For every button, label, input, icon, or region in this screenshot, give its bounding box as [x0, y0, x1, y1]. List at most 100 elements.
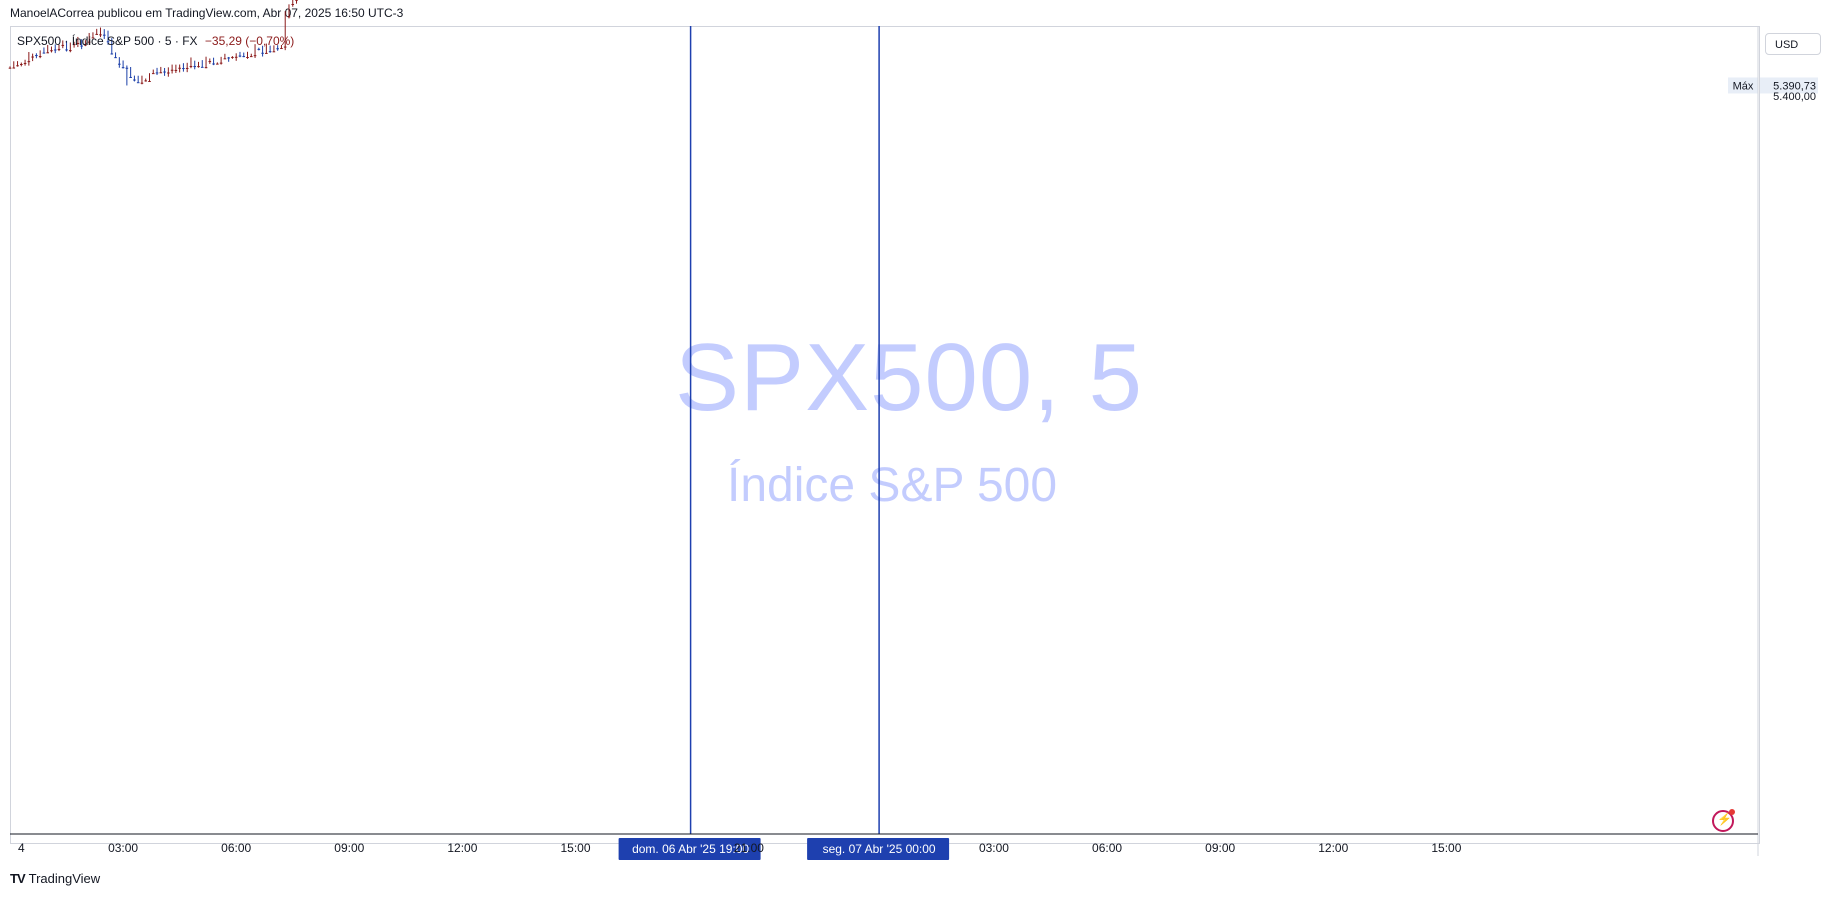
candle-body [8, 67, 12, 69]
candle-body [42, 52, 46, 54]
time-tick-label: 15:00 [560, 841, 590, 855]
candle-body [283, 46, 287, 48]
candle-body [178, 67, 181, 69]
candle-body [27, 61, 31, 63]
candle [16, 61, 19, 67]
candle [174, 64, 178, 73]
candle-body [265, 52, 268, 54]
candle-body [197, 66, 200, 68]
time-tick-label: 12:00 [447, 841, 477, 855]
candle-body [61, 44, 65, 46]
symbol-legend[interactable]: SPX500 · Índice S&P 500 · 5 · FX −35,29 … [17, 34, 294, 48]
candle-body [174, 69, 178, 71]
candle [129, 66, 132, 78]
candle [212, 57, 215, 66]
time-tick-label: 03:00 [108, 841, 138, 855]
symbol-legend-text: SPX500 · Índice S&P 500 · 5 · FX [17, 34, 198, 48]
candle-body [53, 49, 57, 51]
candle [223, 53, 227, 60]
candle [106, 30, 110, 45]
candle [151, 69, 155, 75]
candle [163, 67, 166, 76]
candle-body [182, 68, 185, 70]
candle-body [72, 44, 76, 46]
candle [102, 29, 106, 39]
candle-body [155, 72, 159, 74]
candle-body [16, 65, 19, 67]
candle [170, 64, 174, 74]
candle [53, 44, 57, 54]
candle-body [223, 58, 227, 60]
candle-body [249, 56, 253, 58]
candle [69, 42, 72, 53]
tradingview-branding[interactable]: TV TradingView [10, 871, 100, 886]
candle-body [99, 34, 102, 36]
tradingview-logo-icon: TV [10, 871, 26, 886]
time-tick-label: 09:00 [334, 841, 364, 855]
candle-body [231, 56, 234, 58]
session-marker-label-bg [807, 838, 950, 860]
candle [227, 56, 230, 62]
candle-body [200, 66, 204, 68]
candle-body [280, 48, 283, 50]
candle [110, 38, 114, 55]
candle-body [268, 51, 272, 53]
candle [50, 46, 53, 53]
candle-body [69, 50, 72, 52]
candle-body [106, 41, 110, 43]
candle-body [212, 63, 215, 65]
candle [42, 47, 46, 54]
candle-body [253, 55, 257, 57]
session-marker-label-bg [618, 838, 761, 860]
candle-body [189, 65, 193, 67]
time-tick-label: 21:00 [734, 841, 764, 855]
time-tick-label: 06:00 [221, 841, 251, 855]
candle [57, 44, 61, 52]
candle-body [20, 63, 23, 65]
max-price-label: 5.390,73 [1773, 80, 1816, 92]
candle-body [65, 49, 68, 51]
time-tick-label: 09:00 [1205, 841, 1235, 855]
notification-dot-icon [1729, 809, 1735, 815]
candle-body [23, 62, 27, 64]
chart-frame[interactable] [10, 26, 1760, 844]
currency-button[interactable]: USD [1765, 33, 1821, 55]
candle [231, 56, 234, 59]
candle [95, 28, 99, 35]
alert-bolt-icon[interactable] [1712, 809, 1735, 832]
candle-body [118, 63, 121, 65]
candle-body [144, 80, 148, 82]
candle [167, 67, 170, 77]
time-tick-label: 15:00 [1431, 841, 1461, 855]
candle [23, 59, 27, 66]
candle-body [140, 82, 144, 84]
candle [280, 45, 283, 50]
candle [295, 0, 298, 4]
candle-body [35, 55, 38, 57]
candle [216, 62, 219, 65]
max-price-badge [1760, 77, 1818, 94]
candle-layer [8, 0, 298, 86]
candle [144, 78, 148, 82]
candle [272, 45, 276, 53]
candle [189, 57, 193, 69]
overlay-layer: dom. 06 Abr '25 19:00 seg. 07 Abr '25 00:… [618, 26, 1818, 860]
candle [200, 60, 204, 68]
session-marker-label: seg. 07 Abr '25 00:00 [823, 842, 936, 856]
candle [249, 53, 253, 58]
candle [257, 47, 261, 51]
candle [140, 75, 144, 85]
candle [219, 56, 223, 65]
candle-body [204, 67, 208, 69]
axis-layer: 5.400,005.350,005.300,005.250,005.210,00… [10, 26, 1816, 856]
candle-body [110, 53, 114, 55]
candle [46, 45, 49, 54]
candle-body [246, 56, 249, 58]
candle-body [57, 48, 61, 50]
candle [118, 57, 121, 68]
candle-body [125, 67, 129, 69]
candle [27, 52, 31, 66]
session-marker-label: dom. 06 Abr '25 19:00 [632, 842, 749, 856]
symbol-watermark-subtitle: Índice S&P 500 [727, 459, 1058, 512]
